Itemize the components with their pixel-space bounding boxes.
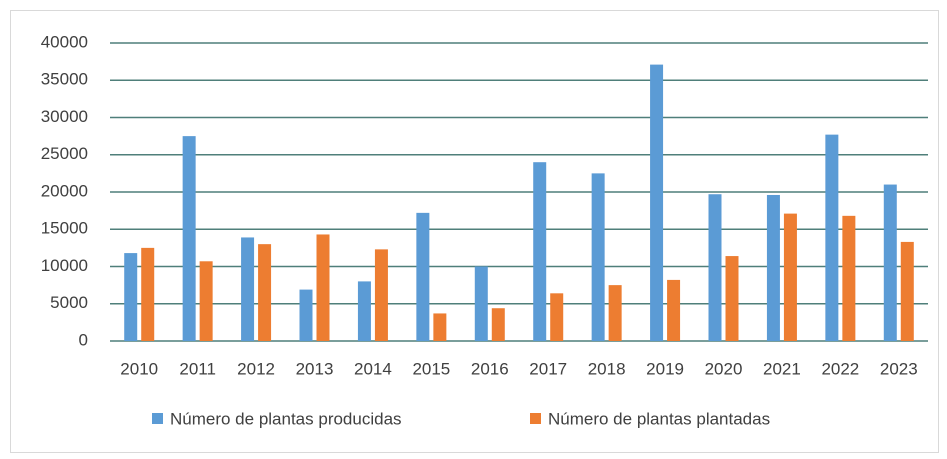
bar xyxy=(491,308,505,341)
y-tick-label: 20000 xyxy=(41,181,88,200)
x-tick-label: 2023 xyxy=(880,359,918,378)
legend-label: Número de plantas plantadas xyxy=(548,409,770,428)
bar xyxy=(258,244,272,341)
bar xyxy=(299,289,313,341)
bar xyxy=(825,134,839,341)
y-tick-label: 40000 xyxy=(41,32,88,51)
y-tick-label: 10000 xyxy=(41,256,88,275)
y-tick-label: 25000 xyxy=(41,144,88,163)
y-tick-label: 15000 xyxy=(41,219,88,238)
bar xyxy=(182,136,196,341)
bar xyxy=(533,162,547,341)
bar xyxy=(608,285,622,341)
x-tick-label: 2020 xyxy=(705,359,743,378)
bar xyxy=(550,293,564,341)
bar xyxy=(650,64,664,341)
y-tick-label: 35000 xyxy=(41,70,88,89)
chart-frame xyxy=(10,10,939,453)
bar xyxy=(725,256,739,341)
bar xyxy=(474,266,488,341)
x-tick-label: 2019 xyxy=(646,359,684,378)
x-tick-label: 2022 xyxy=(821,359,859,378)
x-tick-label: 2015 xyxy=(412,359,450,378)
y-tick-label: 30000 xyxy=(41,107,88,126)
bar xyxy=(433,313,447,341)
x-tick-label: 2018 xyxy=(588,359,626,378)
bar xyxy=(241,237,255,341)
x-tick-label: 2016 xyxy=(471,359,509,378)
bar xyxy=(900,241,914,341)
bar xyxy=(766,194,780,341)
legend-label: Número de plantas producidas xyxy=(170,409,402,428)
x-tick-label: 2021 xyxy=(763,359,801,378)
bar xyxy=(124,253,138,341)
y-tick-label: 5000 xyxy=(50,293,88,312)
bar xyxy=(357,281,371,341)
legend-swatch xyxy=(530,413,541,424)
bar xyxy=(416,212,430,341)
bar xyxy=(591,173,605,341)
x-tick-label: 2014 xyxy=(354,359,392,378)
y-tick-label: 0 xyxy=(79,330,88,349)
bar xyxy=(783,213,797,341)
bar xyxy=(708,194,722,341)
legend-swatch xyxy=(152,413,163,424)
bar xyxy=(141,247,155,341)
x-tick-label: 2011 xyxy=(179,359,216,378)
bar xyxy=(667,279,681,341)
x-tick-label: 2010 xyxy=(120,359,158,378)
bar xyxy=(842,215,856,341)
bar xyxy=(316,234,330,341)
x-tick-label: 2017 xyxy=(529,359,567,378)
bar xyxy=(883,184,897,341)
x-tick-label: 2013 xyxy=(296,359,334,378)
x-tick-label: 2012 xyxy=(237,359,275,378)
bar xyxy=(374,249,388,341)
bar xyxy=(199,261,213,341)
